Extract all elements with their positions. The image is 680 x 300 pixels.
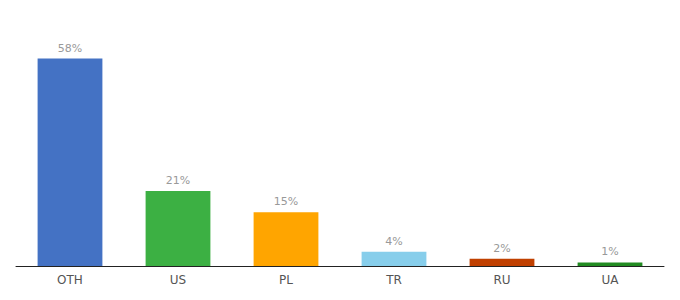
svg-text:TR: TR	[385, 273, 402, 287]
svg-text:4%: 4%	[385, 235, 402, 248]
svg-text:PL: PL	[279, 273, 293, 287]
svg-text:2%: 2%	[493, 242, 510, 255]
svg-text:UA: UA	[602, 273, 620, 287]
svg-text:58%: 58%	[58, 42, 82, 55]
svg-text:21%: 21%	[166, 174, 190, 187]
svg-text:OTH: OTH	[57, 273, 83, 287]
svg-text:15%: 15%	[274, 195, 298, 208]
svg-text:1%: 1%	[601, 245, 618, 258]
svg-text:RU: RU	[493, 273, 510, 287]
svg-text:US: US	[170, 273, 186, 287]
